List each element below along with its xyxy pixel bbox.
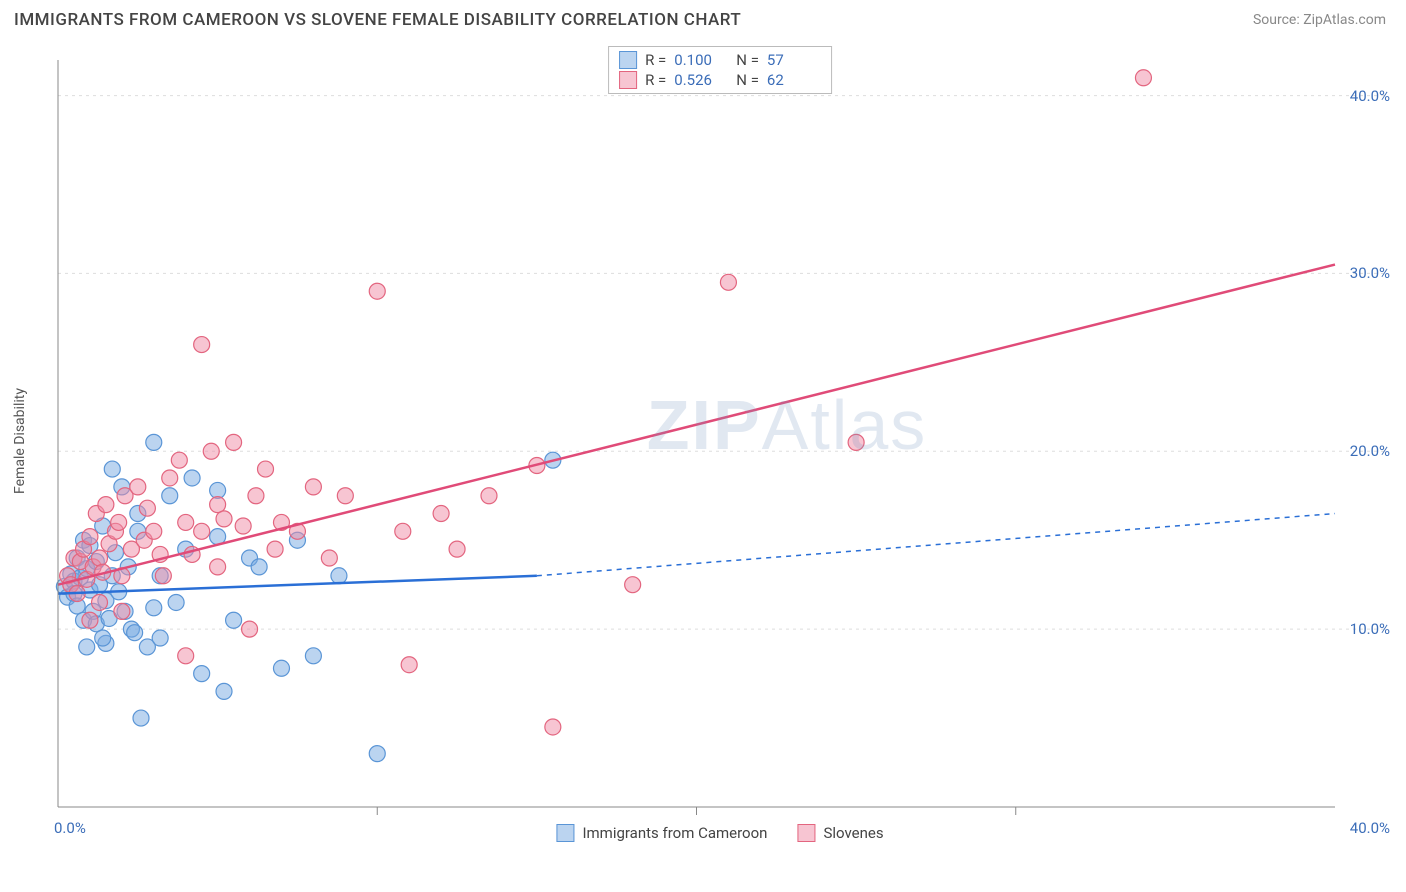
x-tick-label: 40.0%	[1350, 819, 1390, 837]
legend-bottom-label-0: Immigrants from Cameroon	[582, 824, 767, 842]
legend-n-value-1: 62	[767, 71, 821, 89]
legend-bottom-item-0: Immigrants from Cameroon	[556, 824, 767, 842]
y-tick-label: 10.0%	[1350, 620, 1390, 638]
legend-swatch-1	[619, 71, 637, 89]
legend-n-label-1: N =	[736, 71, 759, 89]
legend-bottom-swatch-0	[556, 824, 574, 842]
x-tick-label: 0.0%	[54, 819, 86, 837]
y-tick-label: 40.0%	[1350, 87, 1390, 105]
y-tick-label: 20.0%	[1350, 442, 1390, 460]
legend-r-value-0: 0.100	[674, 51, 728, 69]
legend-r-label-1: R =	[645, 71, 666, 89]
legend-n-label-0: N =	[736, 51, 759, 69]
legend-row-1: R = 0.526 N = 62	[619, 70, 821, 90]
chart-title: IMMIGRANTS FROM CAMEROON VS SLOVENE FEMA…	[14, 10, 741, 30]
y-axis-label: Female Disability	[12, 388, 28, 494]
source-prefix: Source:	[1253, 12, 1303, 28]
legend-bottom-swatch-1	[797, 824, 815, 842]
legend-bottom-label-1: Slovenes	[823, 824, 883, 842]
legend-correlation: R = 0.100 N = 57 R = 0.526 N = 62	[608, 46, 832, 94]
legend-bottom-item-1: Slovenes	[797, 824, 883, 842]
y-tick-label: 30.0%	[1350, 264, 1390, 282]
legend-row-0: R = 0.100 N = 57	[619, 50, 821, 70]
source-name: ZipAtlas.com	[1303, 12, 1386, 28]
chart-header: IMMIGRANTS FROM CAMEROON VS SLOVENE FEMA…	[0, 0, 1406, 36]
legend-series: Immigrants from Cameroon Slovenes	[556, 824, 883, 842]
chart-area: Female Disability ZIPAtlas R = 0.100 N =…	[50, 45, 1390, 837]
legend-swatch-0	[619, 51, 637, 69]
legend-n-value-0: 57	[767, 51, 821, 69]
legend-r-value-1: 0.526	[674, 71, 728, 89]
source-attribution: Source: ZipAtlas.com	[1253, 12, 1386, 28]
legend-r-label-0: R =	[645, 51, 666, 69]
scatter-plot-svg	[50, 45, 1390, 837]
